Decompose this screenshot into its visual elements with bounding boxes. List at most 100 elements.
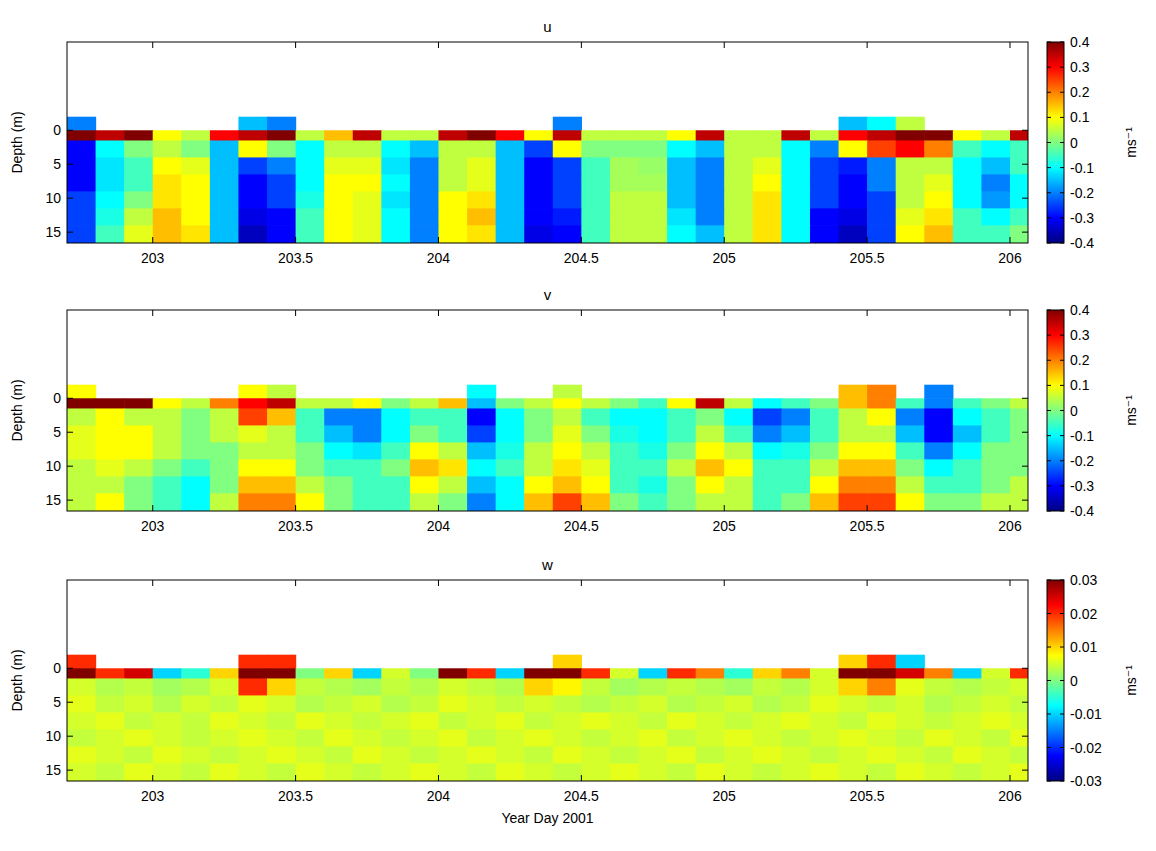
- cell: [324, 225, 353, 243]
- cell: [753, 157, 782, 175]
- colorbar-tick: [1060, 435, 1064, 436]
- cell: [1010, 208, 1028, 226]
- colorbar-tick-label: 0: [1070, 403, 1078, 419]
- cell: [867, 763, 896, 781]
- cell: [810, 140, 839, 158]
- colorbar-tick: [1047, 167, 1051, 168]
- colorbar-tick: [1060, 217, 1064, 218]
- cell: [896, 678, 925, 696]
- cell: [810, 668, 839, 679]
- cell: [924, 408, 953, 426]
- colorbar: [1047, 310, 1064, 511]
- cell: [438, 678, 467, 696]
- cell: [96, 442, 125, 460]
- cell: [438, 668, 467, 679]
- x-tick: [438, 237, 439, 243]
- x-tick: [581, 237, 582, 243]
- x-tick: [152, 310, 153, 316]
- cell: [524, 408, 553, 426]
- cell: [353, 712, 382, 730]
- cell: [724, 191, 753, 209]
- x-tick: [295, 505, 296, 511]
- cell: [153, 729, 182, 747]
- colorbar-tick: [1060, 613, 1064, 614]
- x-tick: [724, 237, 725, 243]
- cell: [381, 140, 410, 158]
- cell: [924, 208, 953, 226]
- cell: [467, 191, 496, 209]
- cell: [924, 746, 953, 764]
- cell: [410, 225, 439, 243]
- cell: [467, 408, 496, 426]
- cell: [1010, 712, 1028, 730]
- cell: [867, 425, 896, 443]
- cell: [953, 668, 982, 679]
- cell: [153, 174, 182, 192]
- cell: [896, 398, 925, 409]
- cell: [467, 729, 496, 747]
- cell: [324, 678, 353, 696]
- cell: [67, 695, 96, 713]
- cell: [553, 493, 582, 511]
- cell: [724, 746, 753, 764]
- y-tick: [67, 398, 73, 399]
- cell: [238, 459, 267, 477]
- cell: [524, 476, 553, 494]
- cell: [1010, 191, 1028, 209]
- cell: [524, 712, 553, 730]
- colorbar-tick: [1047, 42, 1051, 43]
- cell: [296, 459, 325, 477]
- cell: [667, 442, 696, 460]
- cell: [267, 191, 296, 209]
- cell: [839, 208, 868, 226]
- x-tick: [867, 775, 868, 781]
- cell: [581, 408, 610, 426]
- cell: [696, 398, 725, 409]
- cell: [67, 385, 96, 399]
- colorbar-tick: [1047, 385, 1051, 386]
- cell: [1010, 695, 1028, 713]
- cell: [724, 476, 753, 494]
- y-tick-label: 0: [53, 660, 61, 676]
- cell: [96, 459, 125, 477]
- colorbar-tick: [1060, 511, 1064, 512]
- cell: [896, 442, 925, 460]
- cell: [553, 425, 582, 443]
- cell: [267, 493, 296, 511]
- cell: [1010, 140, 1028, 158]
- cell: [238, 442, 267, 460]
- cell: [267, 655, 296, 669]
- cell: [124, 174, 153, 192]
- colorbar-tick: [1047, 580, 1051, 581]
- cell: [696, 191, 725, 209]
- cell: [353, 678, 382, 696]
- x-axis-title: Year Day 2001: [501, 810, 593, 826]
- cell: [924, 712, 953, 730]
- cell: [610, 746, 639, 764]
- cell: [839, 117, 868, 131]
- cell: [438, 130, 467, 141]
- cell: [324, 476, 353, 494]
- cell: [181, 130, 210, 141]
- cell: [381, 408, 410, 426]
- cell: [924, 476, 953, 494]
- cell: [639, 763, 668, 781]
- cell: [1010, 408, 1028, 426]
- cell: [96, 157, 125, 175]
- frame: [67, 580, 1028, 781]
- cell: [696, 442, 725, 460]
- cell: [1010, 174, 1028, 192]
- cell: [839, 476, 868, 494]
- cell: [753, 208, 782, 226]
- y-tick: [1022, 432, 1028, 433]
- colorbar-label: ms⁻¹: [1123, 127, 1139, 158]
- y-tick: [67, 164, 73, 165]
- cell: [524, 678, 553, 696]
- x-tick: [581, 505, 582, 511]
- cell: [839, 729, 868, 747]
- cell: [210, 476, 239, 494]
- cell: [153, 746, 182, 764]
- cell: [67, 174, 96, 192]
- cell: [1010, 425, 1028, 443]
- cell: [1010, 746, 1028, 764]
